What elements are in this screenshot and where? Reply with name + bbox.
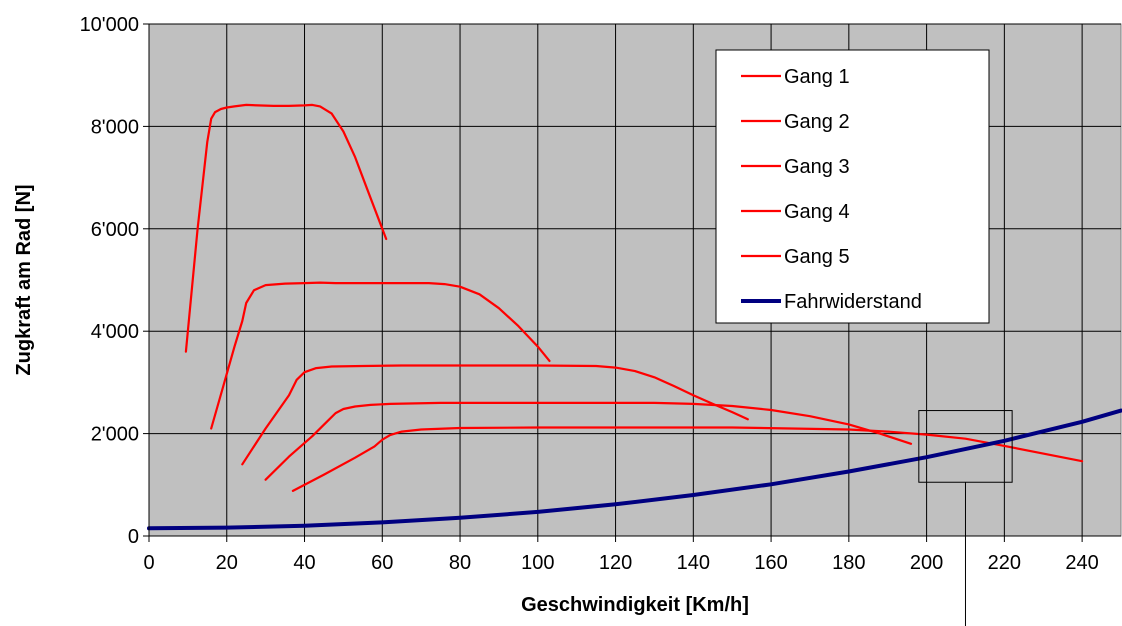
- y-tick-label: 6'000: [91, 219, 139, 241]
- legend-label-1: Gang 1: [784, 66, 850, 88]
- y-axis-title: Zugkraft am Rad [N]: [13, 184, 35, 375]
- x-tick-label: 120: [599, 552, 632, 574]
- series-line-3: [241, 364, 749, 466]
- series-group: [147, 103, 1122, 531]
- x-tick-label: 220: [988, 552, 1021, 574]
- y-tick-label: 0: [128, 526, 139, 548]
- annotation-group: [918, 410, 1013, 626]
- x-tick-label: 240: [1065, 552, 1098, 574]
- x-tick-label: 60: [371, 552, 393, 574]
- series-line-5: [291, 426, 1084, 492]
- x-tick-label: 140: [677, 552, 710, 574]
- x-tick-label: 160: [754, 552, 787, 574]
- x-tick-label: 100: [521, 552, 554, 574]
- legend-label-5: Gang 5: [784, 246, 850, 268]
- y-tick-label: 2'000: [91, 424, 139, 446]
- legend-label-6: Fahrwiderstand: [784, 291, 922, 313]
- x-axis-ticks: 0 20 40 60 80 100 120 140 160 180 200 220 240: [143, 535, 1121, 574]
- series-line-6: [147, 408, 1122, 531]
- x-tick-label: 80: [449, 552, 471, 574]
- legend-label-3: Gang 3: [784, 156, 850, 178]
- legend-label-4: Gang 4: [784, 201, 850, 223]
- x-tick-label: 20: [216, 552, 238, 574]
- series-line-4: [264, 401, 913, 481]
- y-tick-label: 8'000: [91, 116, 139, 138]
- series-line-2: [210, 281, 551, 430]
- legend-label-2: Gang 2: [784, 111, 850, 133]
- y-axis-ticks: 0 2'000 4'000 6'000 8'000 10'000: [80, 14, 150, 548]
- x-tick-label: 200: [910, 552, 943, 574]
- x-axis-title: Geschwindigkeit [Km/h]: [521, 594, 749, 616]
- y-tick-label: 4'000: [91, 321, 139, 343]
- x-tick-label: 0: [143, 552, 154, 574]
- x-tick-label: 180: [832, 552, 865, 574]
- legend: Gang 1 Gang 2 Gang 3 Gang 4 Gang 5 Fahrwiders…: [715, 49, 990, 324]
- x-tick-label: 40: [293, 552, 315, 574]
- series-line-1: [184, 103, 388, 353]
- legend-box: [715, 49, 990, 324]
- y-tick-label: 10'000: [80, 14, 139, 36]
